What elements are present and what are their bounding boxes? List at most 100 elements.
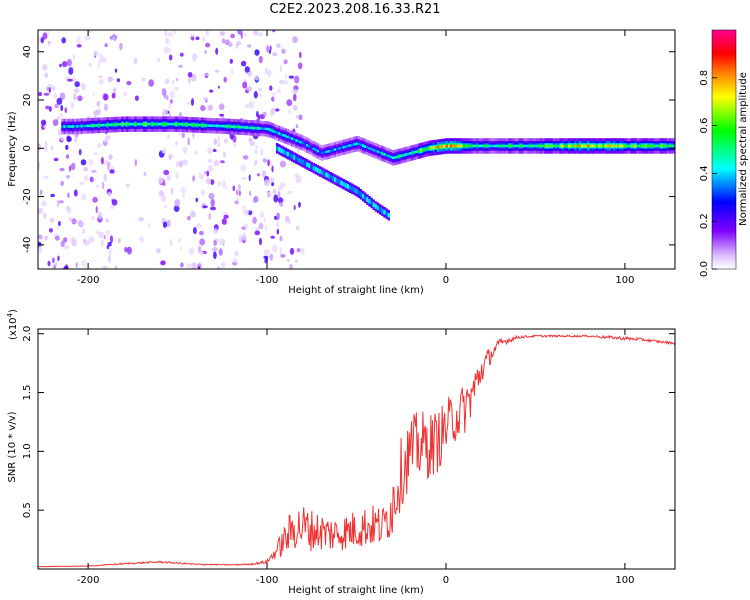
spectrogram-ridge-cell xyxy=(602,144,605,148)
spectrogram-speckle xyxy=(103,93,109,101)
spectrogram-ridge-cell xyxy=(89,124,92,128)
spectrogram-speckle xyxy=(61,37,66,44)
spectrogram-speckle xyxy=(45,141,48,149)
spectrogram-ridge-cell xyxy=(205,124,208,127)
spectrogram-ridge-cell xyxy=(501,144,504,148)
spectrogram-speckle xyxy=(273,194,279,203)
spectrogram-ridge-cell xyxy=(93,124,96,127)
spectrogram-speckle xyxy=(294,75,300,84)
spectrogram-speckle xyxy=(264,67,269,75)
spectrogram-branch-cell xyxy=(334,177,337,182)
spectrogram-ridge-cell xyxy=(366,146,369,149)
spectrogram-ridge-cell xyxy=(351,143,354,147)
spectrogram-speckle xyxy=(163,182,166,187)
spectrogram-ridge-cell xyxy=(349,144,352,147)
spectrogram-speckle xyxy=(295,225,300,231)
spectrogram-ridge-cell xyxy=(215,124,219,128)
spectrogram-speckle xyxy=(67,58,73,67)
spectrogram-ridge-cell xyxy=(293,138,296,141)
spectrogram-speckle xyxy=(134,95,139,101)
spectrogram-speckle xyxy=(97,59,104,64)
spectrogram-speckle xyxy=(42,64,48,71)
spectrogram-ridge-cell xyxy=(471,144,474,148)
spectrogram-branch-cell xyxy=(379,207,382,212)
spectrogram-speckle xyxy=(105,229,110,236)
spectrogram-speckle xyxy=(83,166,89,172)
spectrogram-speckle xyxy=(253,163,256,167)
spectrogram-speckle xyxy=(187,263,191,268)
colorbar-tick-label: 0.8 xyxy=(699,70,710,86)
spectrogram-speckle xyxy=(88,159,94,166)
spectrogram-ridge-cell xyxy=(595,144,599,148)
spectrogram-ridge-cell xyxy=(454,144,457,148)
spectrogram-speckle xyxy=(253,30,258,36)
spectrogram-ridge-cell xyxy=(329,149,333,153)
spectrogram-ridge-cell xyxy=(570,144,573,148)
spectrogram-ridge-cell xyxy=(531,144,534,148)
spectrogram-speckle xyxy=(205,42,211,48)
spectrogram-speckle xyxy=(38,207,43,214)
spectrogram-speckle xyxy=(167,32,173,37)
spectrogram-speckle xyxy=(190,210,196,218)
spectrogram-ridge-cell xyxy=(321,151,324,155)
spectrogram-ridge-cell xyxy=(439,145,442,149)
spectrogram-speckle xyxy=(94,115,97,119)
spectrogram-speckle xyxy=(178,132,182,136)
spectrogram-speckle xyxy=(100,157,104,165)
spectrogram-ridge-cell xyxy=(668,144,672,148)
spectrogram-ridge-cell xyxy=(664,144,667,148)
spectrogram-speckle xyxy=(43,212,47,219)
spectrogram-ridge-cell xyxy=(80,124,83,128)
spectrogram-ridge-cell xyxy=(237,125,240,129)
spectrogram-ridge-cell xyxy=(224,124,227,128)
spectrogram-ridge-cell xyxy=(385,153,388,157)
snr-frame xyxy=(37,328,676,570)
y-tick-label: 1.0 xyxy=(22,443,33,459)
spectrogram-ridge-cell xyxy=(230,125,234,128)
spectrogram-ridge-cell xyxy=(615,144,618,148)
spectrogram-branch-cell xyxy=(370,200,373,206)
spectrogram-speckle xyxy=(279,235,283,242)
spectrogram-ridge-cell xyxy=(194,123,197,127)
spectrogram-speckle xyxy=(213,240,217,246)
spectrogram-branch-cell xyxy=(368,198,371,204)
spectrogram-speckle xyxy=(45,105,50,110)
spectrogram-speckle xyxy=(81,259,87,267)
spectrogram-speckle xyxy=(298,114,303,121)
spectrogram-ridge-cell xyxy=(190,123,193,127)
spectrogram-speckle xyxy=(98,231,104,239)
spectrogram-speckle xyxy=(233,143,236,148)
spectrogram-ridge-cell xyxy=(357,142,360,146)
snr-ylabel: SNR (10 * v/v) xyxy=(7,411,18,482)
spectrogram-speckle xyxy=(97,142,102,148)
spectrogram-speckle xyxy=(191,262,197,269)
spectrogram-speckle xyxy=(40,119,47,126)
spectrogram-ridge-cell xyxy=(548,144,552,148)
spectrogram-ridge-cell xyxy=(82,124,86,128)
spectrogram-speckle xyxy=(242,81,248,89)
spectrogram-ridge-cell xyxy=(480,144,483,148)
spectrogram-speckle xyxy=(274,108,280,112)
spectrogram-ridge-cell xyxy=(641,144,644,148)
spectrogram-ridge-cell xyxy=(413,150,416,154)
spectrogram-ridge-cell xyxy=(136,122,139,126)
spectrogram-ridge-cell xyxy=(155,122,159,126)
spectrogram-speckle xyxy=(89,176,94,183)
spectrogram-speckle xyxy=(242,204,245,210)
spectrogram-speckle xyxy=(269,49,271,55)
spectrogram-speckle xyxy=(232,185,236,192)
spectrogram-ridge-cell xyxy=(608,144,612,148)
spectrogram-speckle xyxy=(266,45,270,53)
spectrogram-speckle xyxy=(116,78,121,83)
spectrogram-speckle xyxy=(173,205,180,213)
spectrogram-ridge-cell xyxy=(301,141,305,145)
spectrogram-speckle xyxy=(163,92,166,99)
spectrogram-ridge-cell xyxy=(112,123,116,126)
spectrogram-speckle xyxy=(47,260,51,267)
spectrogram-speckle xyxy=(247,44,252,48)
spectrogram-speckle xyxy=(70,102,75,109)
spectrogram-speckle xyxy=(109,235,114,244)
spectrogram-speckle xyxy=(248,101,254,110)
spectrogram-ridge-cell xyxy=(391,156,395,160)
spectrogram-ridge-cell xyxy=(99,123,103,127)
